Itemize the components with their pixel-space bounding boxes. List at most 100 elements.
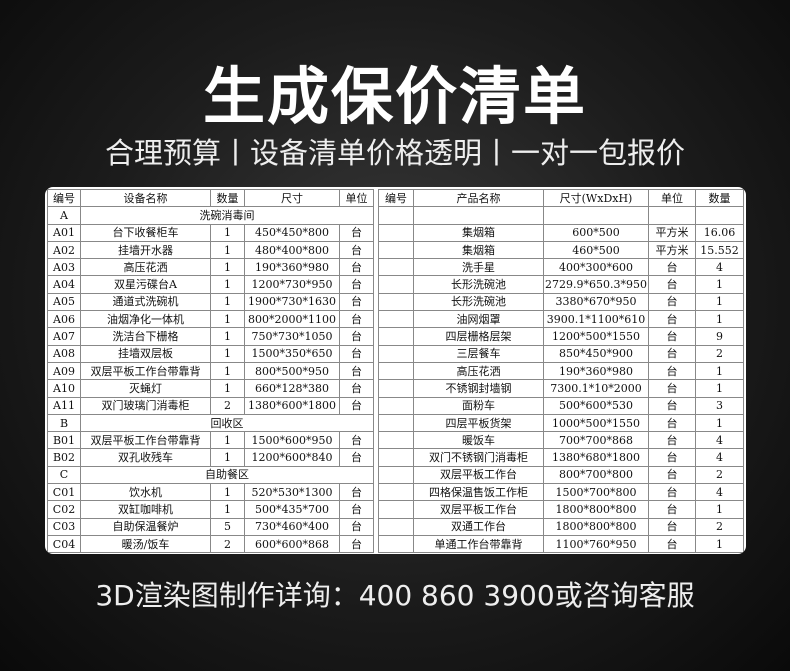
table-cell: 730*460*400 — [244, 517, 340, 536]
table-cell: 7300.1*10*2000 — [543, 379, 649, 398]
section-code: B — [47, 413, 81, 433]
section-code: C — [47, 465, 81, 485]
table-cell: 台 — [648, 275, 696, 294]
table-cell: 9 — [695, 327, 744, 346]
table-cell: 600*500 — [543, 223, 649, 242]
table-cell: 1 — [210, 223, 245, 242]
table-row: 四层平板货架 1000*500*1550 台 1 — [378, 413, 744, 433]
table-row: A05 通道式洗碗机 1 1900*730*1630 台 — [47, 292, 374, 312]
section-row: C 自助餐区 — [47, 465, 374, 485]
table-cell: 四层栅格层架 — [413, 327, 544, 346]
table-cell: 1500*600*950 — [244, 431, 340, 450]
table-cell: 1100*760*950 — [543, 534, 649, 554]
table-cell: A11 — [47, 396, 81, 415]
column-header: 尺寸(WxDxH) — [543, 188, 649, 208]
table-cell: 台 — [648, 500, 696, 519]
table-cell: 暖汤/饭车 — [80, 534, 211, 554]
table-cell: 500*600*530 — [543, 396, 649, 415]
equipment-table-left: 编号 设备名称 数量 尺寸 单位 A 洗碗消毒间 A01 台下收餐柜车 1 450*450*800 台… — [47, 188, 374, 554]
table-row: 双层平板工作台 1800*800*800 台 1 — [378, 500, 744, 519]
table-cell: C01 — [47, 483, 81, 502]
table-cell — [378, 344, 414, 363]
table-cell: 2 — [210, 534, 245, 554]
table-cell: 台 — [339, 258, 374, 277]
table-cell: 16.06 — [695, 223, 744, 242]
table-cell: 台 — [339, 448, 374, 467]
table-cell: 1500*700*800 — [543, 483, 649, 502]
table-cell: 4 — [695, 258, 744, 277]
table-cell — [378, 223, 414, 242]
subtitle: 合理预算丨设备清单价格透明丨一对一包报价 — [104, 136, 685, 170]
table-cell: 通道式洗碗机 — [80, 292, 211, 312]
table-cell: A05 — [47, 292, 81, 312]
table-cell — [378, 206, 414, 225]
table-cell — [378, 534, 414, 554]
table-cell: 洗洁台下栅格 — [80, 327, 211, 346]
table-cell: 挂墙双层板 — [80, 344, 211, 363]
table-cell — [648, 206, 696, 225]
table-cell: 4 — [695, 448, 744, 467]
table-row: 高压花洒 190*360*980 台 1 — [378, 361, 744, 381]
table-cell: 1 — [210, 240, 245, 260]
table-cell: C04 — [47, 534, 81, 554]
section-label: 自助餐区 — [80, 465, 374, 485]
table-row: 面粉车 500*600*530 台 3 — [378, 396, 744, 415]
table-cell: 1 — [210, 379, 245, 398]
table-cell: 台 — [339, 223, 374, 242]
table-cell: 台 — [339, 396, 374, 415]
table-cell: 饮水机 — [80, 483, 211, 502]
table-cell: 台 — [339, 534, 374, 554]
table-row: C04 暖汤/饭车 2 600*600*868 台 — [47, 534, 374, 554]
table-cell: 台 — [648, 292, 696, 312]
table-cell: 平方米 — [648, 240, 696, 260]
table-cell: A06 — [47, 310, 81, 329]
table-cell: 单通工作台带靠背 — [413, 534, 544, 554]
table-cell: 2729.9*650.3*950 — [543, 275, 649, 294]
table-cell: 台 — [648, 465, 696, 485]
table-cell: 2 — [695, 344, 744, 363]
table-row — [378, 206, 744, 225]
table-cell: 1 — [210, 448, 245, 467]
table-cell: 460*500 — [543, 240, 649, 260]
table-cell: 1 — [695, 310, 744, 329]
table-cell: 1200*730*950 — [244, 275, 340, 294]
table-cell: 台 — [339, 361, 374, 381]
table-cell — [378, 379, 414, 398]
table-cell: 480*400*800 — [244, 240, 340, 260]
table-row: 双通工作台 1800*800*800 台 2 — [378, 517, 744, 536]
table-cell: 1 — [695, 379, 744, 398]
table-row: A04 双星污碟台A 1 1200*730*950 台 — [47, 275, 374, 294]
table-cell: 500*435*700 — [244, 500, 340, 519]
table-cell: 长形洗碗池 — [413, 275, 544, 294]
table-cell: 2 — [695, 465, 744, 485]
table-cell: 1 — [695, 413, 744, 433]
table-cell: 台 — [648, 534, 696, 554]
table-cell — [378, 258, 414, 277]
column-header: 尺寸 — [244, 188, 340, 208]
table-row: B02 双孔收残车 1 1200*600*840 台 — [47, 448, 374, 467]
table-row: A06 油烟净化一体机 1 800*2000*1100 台 — [47, 310, 374, 329]
table-cell: 油烟净化一体机 — [80, 310, 211, 329]
table-cell: 5 — [210, 517, 245, 536]
table-cell: 1 — [695, 361, 744, 381]
table-cell: 1380*680*1800 — [543, 448, 649, 467]
table-row: B01 双层平板工作台带靠背 1 1500*600*950 台 — [47, 431, 374, 450]
table-cell: B02 — [47, 448, 81, 467]
table-cell: 1 — [210, 431, 245, 450]
table-cell: 3900.1*1100*610 — [543, 310, 649, 329]
column-header: 单位 — [648, 188, 696, 208]
table-cell: 台 — [648, 327, 696, 346]
table-cell: 双层平板工作台 — [413, 500, 544, 519]
table-cell: 集烟箱 — [413, 223, 544, 242]
table-cell: 双层平板工作台带靠背 — [80, 361, 211, 381]
table-cell: A10 — [47, 379, 81, 398]
table-row: 长形洗碗池 3380*670*950 台 1 — [378, 292, 744, 312]
table-row: 暖饭车 700*700*868 台 4 — [378, 431, 744, 450]
table-cell: 高压花洒 — [80, 258, 211, 277]
column-header: 数量 — [210, 188, 245, 208]
table-cell: 台 — [339, 517, 374, 536]
table-cell: 台 — [648, 361, 696, 381]
table-cell: C03 — [47, 517, 81, 536]
table-cell — [378, 448, 414, 467]
table-cell: 850*450*900 — [543, 344, 649, 363]
